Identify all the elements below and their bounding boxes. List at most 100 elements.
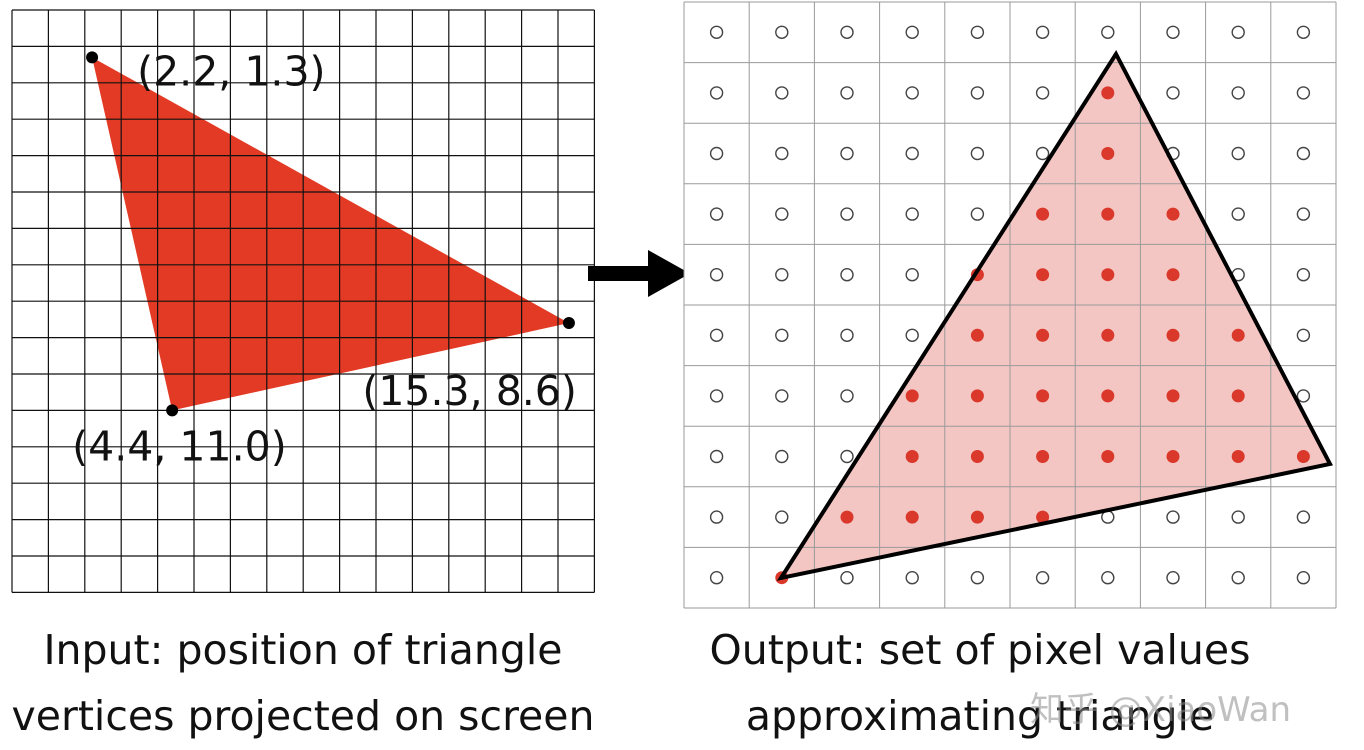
pixel-sample-empty — [905, 268, 919, 282]
pixel-sample-empty — [840, 25, 854, 39]
pixel-sample-empty — [1296, 389, 1311, 403]
input-triangle — [92, 57, 569, 411]
input-grid-panel: (2.2, 1.3) (15.3, 8.6) (4.4, 11.0) — [11, 9, 596, 594]
pixel-sample-empty — [1231, 25, 1245, 39]
pixel-sample-empty — [775, 328, 789, 342]
pixel-sample-empty — [970, 146, 985, 161]
output-caption-line-1: Output: set of pixel values — [709, 626, 1251, 674]
pixel-sample-empty — [1166, 25, 1180, 39]
pixel-sample-filled — [1036, 389, 1050, 403]
pixel-sample-filled — [1166, 268, 1180, 282]
output-caption-line-2: approximating triangle — [745, 692, 1215, 740]
pixel-sample-empty — [709, 207, 724, 221]
pixel-sample-empty — [775, 25, 789, 39]
pixel-sample-empty — [709, 86, 724, 100]
pixel-sample-empty — [775, 389, 789, 403]
pixel-sample-empty — [709, 571, 724, 585]
pixel-sample-filled — [905, 450, 919, 463]
pixel-sample-filled — [1101, 328, 1115, 342]
pixel-sample-empty — [840, 571, 854, 585]
pixel-sample-filled — [1036, 510, 1050, 524]
vertex-label: (4.4, 11.0) — [72, 422, 287, 470]
pixel-sample-empty — [1296, 86, 1311, 100]
pixel-sample-empty — [1296, 25, 1311, 39]
pixel-sample-filled — [1231, 389, 1245, 403]
pixel-sample-empty — [840, 207, 854, 221]
pixel-sample-empty — [840, 86, 854, 100]
output-pixel-grid-panel — [683, 1, 1337, 609]
pixel-sample-empty — [709, 146, 724, 161]
pixel-sample-empty — [970, 571, 985, 585]
pixel-sample-filled — [1036, 268, 1050, 282]
pixel-sample-filled — [1036, 328, 1050, 342]
watermark: 知乎 @XiaoWan — [1030, 690, 1292, 730]
pixel-sample-empty — [1231, 510, 1245, 524]
pixel-sample-empty — [905, 86, 919, 100]
output-caption: Output: set of pixel values approximatin… — [680, 622, 1280, 744]
pixel-sample-empty — [709, 389, 724, 403]
pixel-sample-empty — [1296, 328, 1311, 342]
pixel-sample-empty — [1296, 268, 1311, 282]
pixel-sample-empty — [970, 25, 985, 39]
pixel-sample-empty — [1035, 571, 1050, 585]
pixel-sample-filled — [1101, 389, 1115, 403]
vertex-point — [562, 317, 575, 330]
output-triangle-outline — [776, 50, 1333, 581]
pixel-sample-empty — [1296, 207, 1311, 221]
pixel-sample-filled — [1166, 328, 1180, 342]
pixel-sample-empty — [775, 449, 789, 464]
pixel-sample-empty — [709, 268, 724, 282]
pixel-sample-empty — [1296, 571, 1311, 585]
pixel-sample-empty — [1035, 146, 1050, 161]
pixel-sample-filled — [970, 328, 984, 342]
pixel-sample-empty — [1296, 510, 1311, 524]
pixel-sample-empty — [905, 207, 919, 221]
right-arrow-icon — [588, 250, 690, 297]
pixel-sample-filled — [1036, 450, 1050, 463]
pixel-sample-filled — [905, 510, 919, 524]
pixel-sample-empty — [840, 268, 854, 282]
input-caption-line-1: Input: position of triangle — [43, 626, 563, 674]
pixel-sample-empty — [775, 86, 789, 100]
pixel-sample-empty — [1296, 146, 1311, 161]
pixel-sample-empty — [709, 328, 724, 342]
pixel-sample-filled — [1166, 389, 1180, 403]
pixel-sample-empty — [840, 328, 854, 342]
pixel-sample-empty — [709, 449, 724, 464]
pixel-sample-filled — [1101, 147, 1115, 160]
pixel-sample-empty — [709, 25, 724, 39]
pixel-sample-filled — [1101, 207, 1115, 221]
pixel-sample-filled — [970, 510, 984, 524]
pixel-sample-filled — [1101, 450, 1115, 463]
pixel-sample-empty — [1101, 571, 1115, 585]
vertex-point — [166, 404, 179, 417]
pixel-sample-empty — [775, 207, 789, 221]
input-caption: Input: position of triangle vertices pro… — [0, 622, 606, 744]
pixel-sample-empty — [1231, 86, 1245, 100]
pixel-sample-empty — [1231, 146, 1245, 161]
pixel-sample-filled — [1296, 450, 1310, 463]
pixel-sample-empty — [840, 389, 854, 403]
pixel-sample-filled — [1166, 450, 1180, 463]
vertex-label: (15.3, 8.6) — [362, 367, 577, 415]
pixel-sample-empty — [1101, 25, 1115, 39]
pixel-sample-filled — [970, 450, 984, 463]
pixel-sample-empty — [1166, 510, 1180, 524]
pixel-sample-filled — [1231, 328, 1245, 342]
pixel-sample-empty — [1035, 86, 1050, 100]
pixel-sample-empty — [775, 146, 789, 161]
pixel-sample-empty — [905, 146, 919, 161]
pixel-sample-empty — [905, 328, 919, 342]
pixel-sample-filled — [1101, 86, 1115, 100]
pixel-sample-empty — [709, 510, 724, 524]
input-caption-line-2: vertices projected on screen — [11, 692, 595, 740]
pixel-sample-empty — [970, 86, 985, 100]
pixel-sample-filled — [1166, 207, 1180, 221]
pixel-sample-filled — [1036, 207, 1050, 221]
pixel-sample-empty — [1166, 86, 1180, 100]
pixel-sample-empty — [970, 207, 985, 221]
pixel-sample-empty — [1231, 571, 1245, 585]
pixel-sample-filled — [1231, 450, 1245, 463]
pixel-sample-empty — [840, 449, 854, 464]
